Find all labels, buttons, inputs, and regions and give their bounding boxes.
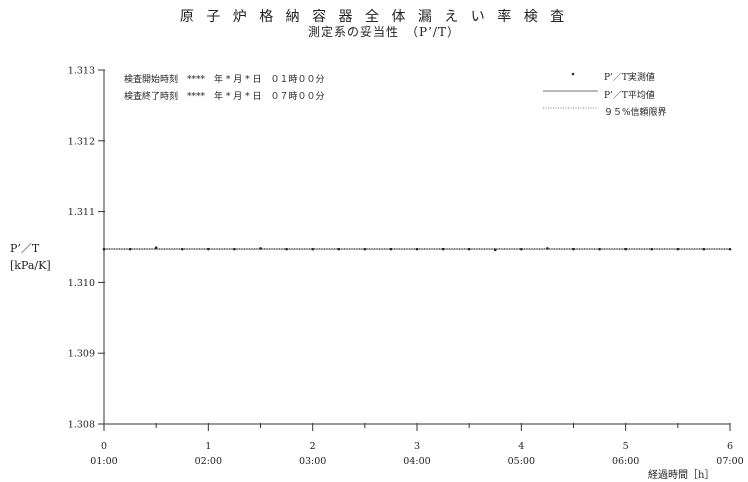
x-tick-label: 4 — [518, 441, 524, 452]
data-point — [467, 247, 471, 251]
data-point — [546, 247, 549, 250]
x-tick-label: 0 — [101, 441, 107, 452]
end-time-info: 検査終了時刻 **** 年 * 月 * 日 ０７時００分 — [124, 92, 325, 102]
data-point — [128, 247, 132, 251]
data-point — [389, 247, 393, 251]
data-point — [233, 247, 236, 251]
x-tick-time-label: 05:00 — [508, 456, 535, 467]
y-tick-label: 1.310 — [68, 278, 95, 289]
chart-title: 原 子 炉 格 納 容 器 全 体 漏 え い 率 検 査 — [179, 9, 569, 25]
data-point — [180, 247, 184, 251]
y-axis-label-unit: [kPa/K] — [10, 259, 51, 272]
y-axis-label-name: P’／T — [10, 242, 40, 255]
legend-marker-measured — [571, 72, 575, 76]
data-point — [311, 247, 314, 251]
data-point — [154, 246, 158, 250]
x-tick-time-label: 04:00 — [403, 456, 430, 467]
y-axis-label: P’／T [kPa/K] — [10, 240, 51, 274]
data-point — [572, 247, 575, 251]
data-point — [207, 247, 210, 251]
x-axis-label: 経過時間［h］ — [648, 470, 715, 481]
x-tick-time-label: 07:00 — [716, 456, 743, 467]
x-tick-label: 5 — [623, 441, 629, 452]
data-point — [624, 247, 627, 251]
data-point — [285, 247, 288, 251]
data-point — [702, 247, 706, 251]
x-tick-label: 1 — [205, 441, 211, 452]
data-point — [520, 247, 523, 251]
start-time-info: 検査開始時刻 **** 年 * 月 * 日 ０１時００分 — [124, 75, 325, 85]
y-tick-label: 1.312 — [68, 136, 95, 147]
data-point — [728, 247, 732, 251]
y-tick-label: 1.311 — [68, 207, 95, 218]
x-tick-label: 2 — [310, 441, 316, 452]
data-point — [493, 248, 497, 252]
x-tick-label: 3 — [414, 441, 420, 452]
x-tick-label: 6 — [727, 441, 733, 452]
data-point — [441, 247, 445, 251]
legend-label-measured: P’／T実測値 — [604, 73, 655, 83]
legend-label-confidence: ９５%信頼限界 — [604, 108, 667, 118]
x-tick-time-label: 03:00 — [299, 456, 326, 467]
x-tick-time-label: 01:00 — [90, 456, 117, 467]
chart-subtitle: 測定系の妥当性 （P’/T） — [308, 25, 460, 39]
y-tick-label: 1.308 — [68, 420, 95, 431]
y-tick-label: 1.309 — [68, 349, 95, 360]
data-point — [337, 247, 341, 251]
x-tick-time-label: 06:00 — [612, 456, 639, 467]
data-point — [415, 247, 419, 251]
data-point — [259, 247, 262, 250]
data-point — [363, 247, 367, 251]
data-point — [676, 247, 680, 251]
x-tick-time-label: 02:00 — [195, 456, 222, 467]
data-point — [650, 247, 654, 251]
y-tick-label: 1.313 — [68, 66, 95, 77]
data-point — [102, 247, 106, 251]
data-point — [598, 247, 601, 251]
legend-label-average: P’／T平均値 — [604, 91, 655, 101]
